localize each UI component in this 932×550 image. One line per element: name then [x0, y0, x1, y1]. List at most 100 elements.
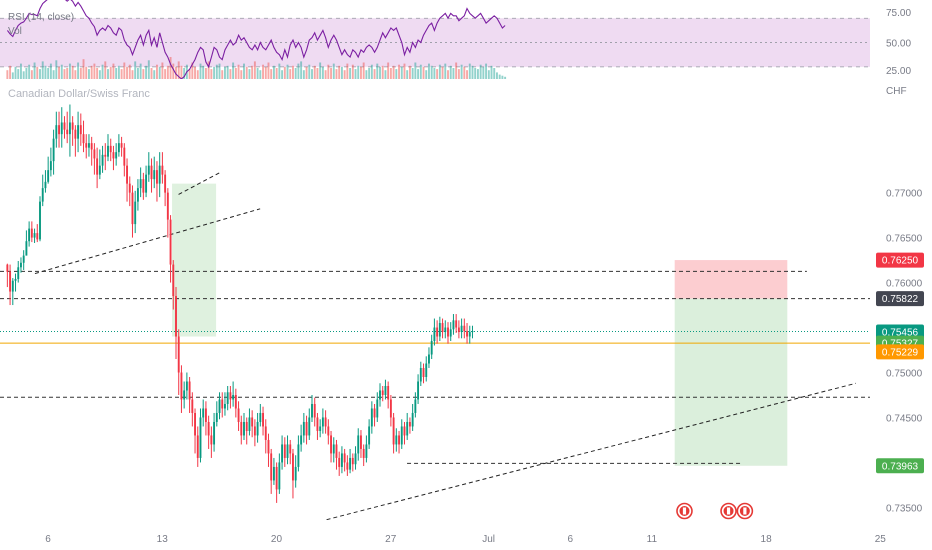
candle-body[interactable] — [414, 399, 417, 413]
candle-body[interactable] — [406, 421, 409, 436]
candle-body[interactable] — [237, 408, 240, 422]
candle-body[interactable] — [9, 271, 12, 292]
candle-body[interactable] — [74, 129, 77, 139]
candle-body[interactable] — [248, 417, 251, 431]
candle-body[interactable] — [340, 453, 343, 467]
candle-body[interactable] — [98, 165, 101, 175]
candle-body[interactable] — [196, 435, 199, 458]
candle-body[interactable] — [123, 147, 126, 166]
candle-body[interactable] — [234, 394, 237, 409]
candle-body[interactable] — [36, 233, 39, 240]
candle-body[interactable] — [428, 354, 430, 364]
candles[interactable] — [6, 104, 474, 503]
candle-body[interactable] — [63, 122, 66, 130]
candle-body[interactable] — [319, 426, 322, 431]
candle-body[interactable] — [52, 138, 55, 162]
candle-body[interactable] — [191, 399, 194, 413]
candle-body[interactable] — [449, 329, 452, 337]
candle-body[interactable] — [112, 152, 115, 159]
candle-body[interactable] — [332, 444, 335, 454]
candle-body[interactable] — [180, 372, 183, 400]
candle-body[interactable] — [447, 327, 449, 337]
candle-body[interactable] — [436, 327, 439, 337]
candle-body[interactable] — [267, 439, 270, 454]
cad-event-icon[interactable] — [720, 502, 737, 520]
candle-body[interactable] — [185, 381, 188, 391]
candle-body[interactable] — [253, 426, 256, 436]
candle-body[interactable] — [82, 134, 85, 144]
candle-body[interactable] — [264, 426, 267, 440]
candle-body[interactable] — [457, 327, 460, 333]
candle-body[interactable] — [379, 390, 381, 400]
candle-body[interactable] — [400, 426, 403, 445]
candle-body[interactable] — [120, 143, 123, 148]
candle-body[interactable] — [286, 444, 289, 458]
candle-body[interactable] — [202, 408, 205, 418]
candle-body[interactable] — [229, 392, 232, 400]
cad-event-icon[interactable] — [736, 502, 754, 520]
candle-body[interactable] — [389, 399, 392, 418]
candle-body[interactable] — [215, 412, 218, 422]
candle-body[interactable] — [226, 392, 229, 404]
position-zones[interactable] — [172, 183, 788, 466]
candle-body[interactable] — [430, 341, 433, 355]
candle-body[interactable] — [207, 421, 210, 436]
candle-body[interactable] — [158, 165, 161, 184]
candle-body[interactable] — [6, 264, 9, 272]
candle-body[interactable] — [441, 323, 444, 333]
candle-body[interactable] — [302, 421, 305, 436]
candle-body[interactable] — [256, 421, 259, 436]
candle-body[interactable] — [109, 145, 112, 153]
candle-body[interactable] — [308, 417, 311, 436]
candle-body[interactable] — [395, 435, 398, 445]
zone-rect[interactable] — [674, 260, 788, 299]
candle-body[interactable] — [41, 188, 44, 202]
candle-body[interactable] — [68, 122, 71, 135]
candle-body[interactable] — [28, 228, 31, 242]
candle-body[interactable] — [330, 435, 332, 454]
candle-body[interactable] — [270, 453, 273, 481]
candle-body[interactable] — [408, 421, 411, 427]
candle-body[interactable] — [22, 255, 25, 263]
candle-body[interactable] — [88, 143, 90, 148]
candle-body[interactable] — [324, 417, 327, 427]
candle-body[interactable] — [316, 417, 319, 431]
candle-body[interactable] — [164, 174, 167, 193]
candle-body[interactable] — [224, 403, 226, 409]
candle-body[interactable] — [278, 462, 281, 490]
candle-body[interactable] — [30, 228, 33, 238]
candle-body[interactable] — [145, 174, 148, 193]
candle-body[interactable] — [272, 466, 275, 481]
candle-body[interactable] — [177, 336, 180, 373]
candle-body[interactable] — [44, 181, 47, 189]
candle-body[interactable] — [150, 165, 153, 180]
candle-body[interactable] — [79, 125, 82, 135]
candle-body[interactable] — [422, 368, 425, 377]
candle-body[interactable] — [90, 143, 93, 150]
candle-body[interactable] — [131, 192, 134, 225]
candle-body[interactable] — [354, 453, 357, 465]
candle-body[interactable] — [194, 412, 196, 436]
candle-body[interactable] — [343, 453, 346, 463]
candle-body[interactable] — [351, 457, 354, 465]
candle-body[interactable] — [463, 325, 466, 332]
candle-body[interactable] — [93, 149, 96, 159]
time-axis[interactable]: 6 13 20 27 Jul 6 11 18 25 — [45, 534, 886, 545]
candle-body[interactable] — [161, 165, 164, 175]
candle-body[interactable] — [387, 385, 390, 400]
candle-body[interactable] — [107, 145, 109, 157]
trend-lines[interactable] — [34, 172, 856, 539]
candle-body[interactable] — [259, 412, 262, 422]
candle-body[interactable] — [381, 390, 384, 395]
candle-body[interactable] — [55, 125, 58, 139]
candle-body[interactable] — [365, 444, 368, 458]
candle-body[interactable] — [85, 143, 88, 148]
candle-body[interactable] — [218, 399, 221, 413]
candle-body[interactable] — [338, 457, 341, 467]
candle-body[interactable] — [128, 183, 131, 193]
candle-body[interactable] — [433, 327, 436, 342]
candle-body[interactable] — [468, 332, 471, 337]
candle-body[interactable] — [60, 122, 63, 135]
trend-line[interactable] — [178, 172, 220, 195]
rsi-series[interactable] — [6, 0, 506, 79]
